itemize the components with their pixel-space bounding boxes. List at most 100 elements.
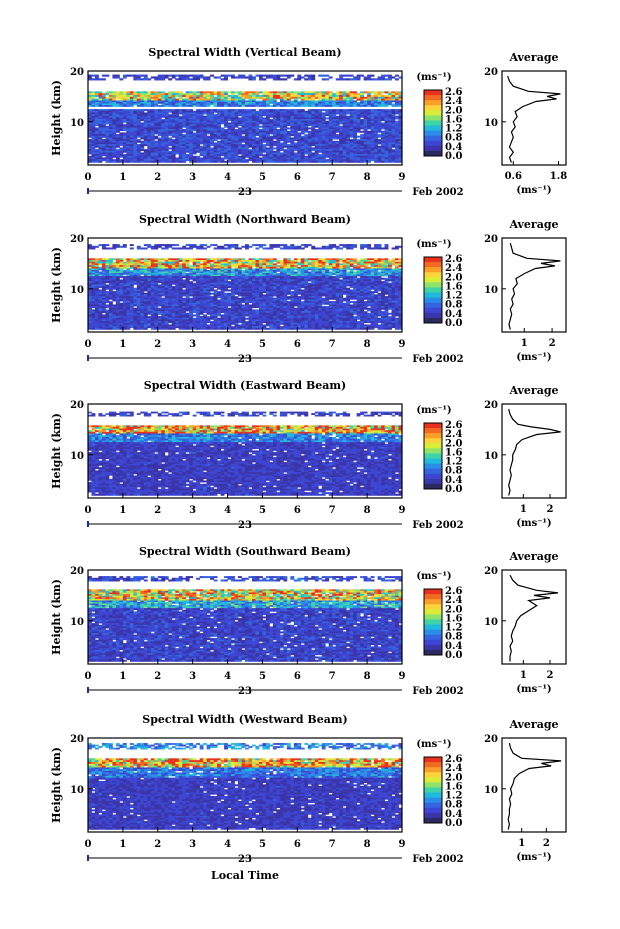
heatmap-cell <box>391 140 396 143</box>
heatmap-cell <box>196 140 201 143</box>
heatmap-cell <box>342 129 347 132</box>
heatmap-cell <box>213 160 218 163</box>
heatmap-cell <box>363 266 368 269</box>
heatmap-cell <box>203 78 208 81</box>
heatmap-cell <box>220 96 225 99</box>
heatmap-cell <box>98 119 103 122</box>
heatmap-cell <box>297 110 302 113</box>
heatmap-cell <box>353 142 358 145</box>
heatmap-cell <box>258 245 263 248</box>
heatmap-cell <box>140 117 145 120</box>
heatmap-cell <box>339 94 344 98</box>
heatmap-cell <box>262 135 267 138</box>
heatmap-cell <box>342 100 347 103</box>
heatmap-cell <box>108 103 113 106</box>
heatmap-cell <box>297 101 302 104</box>
heatmap-cell <box>94 109 99 112</box>
heatmap-cell <box>276 140 281 143</box>
heatmap-cell <box>321 160 326 163</box>
heatmap-cell <box>349 125 354 128</box>
heatmap-cell <box>328 96 333 99</box>
heatmap-cell <box>206 76 211 79</box>
heatmap-cell <box>147 114 152 117</box>
heatmap-cell <box>88 135 92 138</box>
heatmap-cell <box>101 154 106 157</box>
heatmap-cell <box>251 125 256 128</box>
heatmap-cell <box>262 96 267 99</box>
heatmap-cell <box>199 147 204 150</box>
heatmap-cell <box>248 103 253 106</box>
heatmap-cell <box>314 144 319 147</box>
heatmap-cell <box>384 114 389 117</box>
heatmap-cell <box>388 94 392 98</box>
colorbar-swatch <box>424 105 442 111</box>
heatmap-cell <box>276 94 281 98</box>
heatmap-cell <box>360 114 365 117</box>
heatmap-cell <box>203 100 208 103</box>
heatmap-cell <box>143 134 148 137</box>
heatmap-cell <box>314 91 319 94</box>
heatmap-cell <box>231 261 235 264</box>
heatmap-cell <box>119 110 124 113</box>
heatmap-cell <box>231 93 235 96</box>
heatmap-cell <box>185 124 190 127</box>
heatmap-cell <box>325 258 330 261</box>
heatmap-cell <box>108 120 113 123</box>
heatmap-cell <box>381 258 385 261</box>
heatmap-cell <box>293 120 298 123</box>
heatmap-cell <box>349 101 354 104</box>
heatmap-cell <box>381 101 385 104</box>
heatmap-cell <box>98 105 103 107</box>
heatmap-cell <box>217 127 221 130</box>
heatmap-cell <box>196 122 201 125</box>
heatmap-cell <box>178 103 183 106</box>
heatmap-cell <box>94 130 99 133</box>
heatmap-cell <box>272 124 277 127</box>
heatmap-cell <box>119 266 124 269</box>
heatmap-cell <box>150 110 155 113</box>
heatmap-cell <box>286 120 291 123</box>
heatmap-cell <box>101 98 106 101</box>
heatmap-cell <box>307 103 312 106</box>
heatmap-cell <box>210 96 214 99</box>
heatmap-cell <box>143 114 148 117</box>
heatmap-cell <box>245 110 249 113</box>
heatmap-cell <box>293 109 298 112</box>
heatmap-cell <box>133 101 138 104</box>
heatmap-cell <box>398 120 403 123</box>
heatmap-cell <box>112 135 117 138</box>
heatmap-cell <box>94 103 99 106</box>
heatmap-cell <box>321 132 326 135</box>
heatmap-cell <box>91 147 96 150</box>
heatmap-cell <box>178 137 183 140</box>
heatmap-cell <box>178 94 183 98</box>
heatmap-cell <box>154 127 159 130</box>
heatmap-cell <box>122 134 127 137</box>
heatmap-cell <box>304 261 309 264</box>
heatmap-cell <box>143 115 148 118</box>
heatmap-cell <box>136 110 141 113</box>
heatmap-cell <box>265 125 270 128</box>
heatmap-cell <box>258 266 263 269</box>
heatmap-cell <box>307 96 312 99</box>
heatmap-cell <box>140 144 145 147</box>
heatmap-cell <box>115 134 120 137</box>
heatmap-cell <box>129 115 134 118</box>
heatmap-cell <box>297 135 302 138</box>
heatmap-cell <box>398 124 403 127</box>
heatmap-cell <box>168 100 173 103</box>
heatmap-cell <box>293 145 298 148</box>
heatmap-cell <box>279 137 284 140</box>
heatmap-cell <box>370 98 375 101</box>
heatmap-cell <box>314 110 319 113</box>
heatmap-cell <box>314 142 319 145</box>
heatmap-cell <box>136 119 141 122</box>
heatmap-cell <box>161 78 166 81</box>
heatmap-cell <box>150 119 155 122</box>
heatmap-cell <box>245 139 249 142</box>
heatmap-cell <box>105 109 110 112</box>
heatmap-cell <box>108 140 113 143</box>
heatmap-cell <box>108 137 113 140</box>
heatmap-cell <box>321 78 326 81</box>
heatmap-cell <box>150 114 155 117</box>
